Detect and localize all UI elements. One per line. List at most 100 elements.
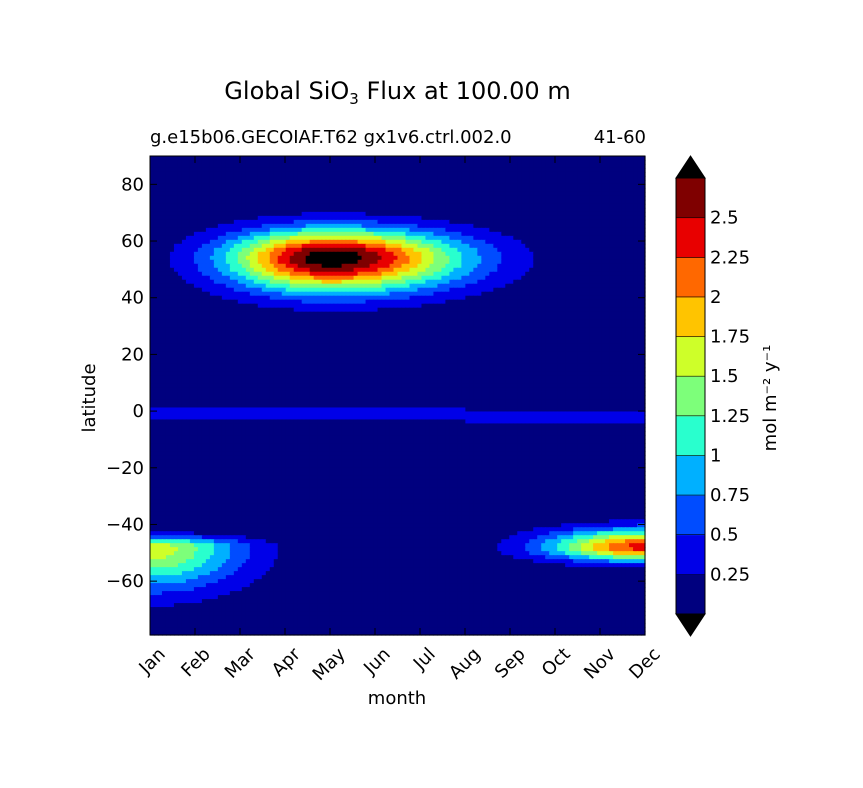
contour-cell (186, 184, 191, 189)
contour-cell (170, 244, 175, 249)
contour-cell (585, 228, 590, 233)
contour-cell (250, 196, 255, 201)
contour-cell (545, 288, 550, 293)
contour-cell (485, 252, 490, 257)
contour-cell (549, 176, 554, 181)
contour-cell (569, 208, 574, 213)
contour-cell (350, 188, 355, 193)
contour-cell (238, 196, 243, 201)
contour-cell (513, 232, 518, 237)
contour-cell (565, 244, 570, 249)
contour-cell (449, 244, 454, 249)
contour-cell (386, 288, 391, 293)
contour-cell (182, 292, 187, 297)
contour-cell (338, 240, 343, 245)
contour-cell (489, 280, 494, 285)
contour-cell (541, 216, 546, 221)
contour-cell (262, 256, 267, 261)
contour-cell (493, 216, 498, 221)
contour-cell (561, 252, 566, 257)
contour-cell (342, 304, 347, 309)
contour-cell (505, 244, 510, 249)
contour-cell (162, 164, 167, 169)
contour-cell (362, 184, 367, 189)
contour-cell (206, 276, 211, 281)
contour-cell (437, 240, 442, 245)
contour-cell (525, 220, 530, 225)
contour-cell (162, 256, 167, 261)
contour-cell (545, 284, 550, 289)
contour-cell (254, 160, 259, 165)
contour-cell (258, 316, 263, 321)
contour-cell (166, 312, 171, 317)
contour-cell (441, 276, 446, 281)
contour-cell (585, 276, 590, 281)
contour-cell (378, 176, 383, 181)
contour-cell (485, 224, 490, 229)
contour-cell (222, 280, 227, 285)
contour-cell (465, 184, 470, 189)
contour-cell (477, 176, 482, 181)
contour-cell (565, 248, 570, 253)
contour-cell (597, 204, 602, 209)
contour-cell (394, 272, 399, 277)
contour-cell (437, 284, 442, 289)
contour-cell (330, 172, 335, 177)
contour-cell (230, 264, 235, 269)
contour-cell (457, 224, 462, 229)
contour-cell (326, 204, 331, 209)
contour-cell (270, 308, 275, 313)
contour-cell (174, 260, 179, 265)
contour-cell (589, 292, 594, 297)
contour-cell (306, 284, 311, 289)
contour-cell (553, 268, 558, 273)
contour-cell (226, 236, 231, 241)
contour-cell (290, 264, 295, 269)
contour-cell (302, 232, 307, 237)
contour-cell (593, 276, 598, 281)
contour-cell (553, 280, 558, 285)
contour-cell (565, 236, 570, 241)
contour-cell (382, 184, 387, 189)
contour-cell (294, 208, 299, 213)
contour-cell (154, 232, 159, 237)
contour-cell (625, 192, 630, 197)
contour-cell (322, 192, 327, 197)
contour-cell (497, 236, 502, 241)
contour-cell (581, 240, 586, 245)
contour-cell (529, 224, 534, 229)
contour-cell (226, 160, 231, 165)
contour-cell (330, 288, 335, 293)
contour-cell (350, 308, 355, 313)
contour-cell (433, 256, 438, 261)
contour-cell (613, 156, 618, 161)
contour-cell (178, 232, 183, 237)
contour-cell (222, 168, 227, 173)
contour-cell (493, 292, 498, 297)
contour-cell (521, 216, 526, 221)
contour-cell (485, 304, 490, 309)
contour-cell (581, 260, 586, 265)
contour-cell (218, 248, 223, 253)
contour-cell (405, 268, 410, 273)
contour-cell (525, 160, 530, 165)
contour-cell (597, 156, 602, 161)
contour-cell (429, 188, 434, 193)
contour-cell (394, 156, 399, 161)
contour-cell (154, 156, 159, 161)
contour-cell (290, 312, 295, 317)
contour-cell (569, 160, 574, 165)
contour-cell (182, 184, 187, 189)
contour-cell (186, 200, 191, 205)
contour-cell (350, 304, 355, 309)
contour-cell (565, 188, 570, 193)
contour-cell (609, 160, 614, 165)
contour-cell (290, 236, 295, 241)
contour-cell (485, 280, 490, 285)
contour-cell (250, 268, 255, 273)
contour-cell (609, 208, 614, 213)
contour-cell (374, 168, 379, 173)
contour-cell (190, 240, 195, 245)
contour-cell (457, 200, 462, 205)
contour-cell (601, 240, 606, 245)
